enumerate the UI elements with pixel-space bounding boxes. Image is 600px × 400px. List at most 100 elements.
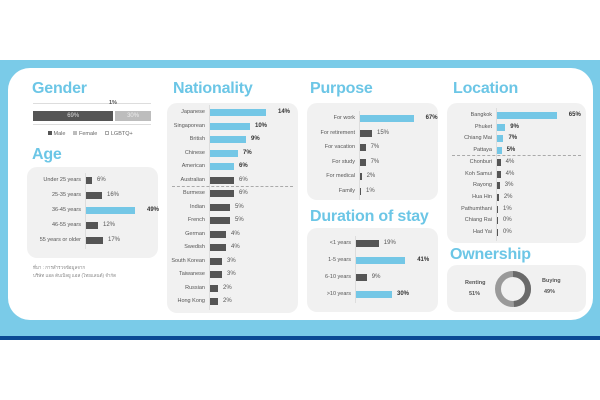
renting-value: 51% <box>469 291 481 297</box>
nationality-value: 3% <box>227 271 236 277</box>
duration-title: Duration of stay <box>310 208 429 225</box>
duration-panel: <1 years 19% 1-5 years 41% 6-10 years 9% >10 y… <box>307 228 438 312</box>
location-value: 4% <box>505 170 515 177</box>
legend-lgbtq: LGBTQ+ <box>105 131 133 137</box>
gender-title: Gender <box>32 80 87 97</box>
bottom-stripe <box>0 336 600 340</box>
nationality-title: Nationality <box>173 80 253 97</box>
nationality-label: Hong Kong <box>177 298 205 304</box>
separator-line <box>172 186 293 187</box>
nationality-row: Russian 2% <box>167 284 298 294</box>
nationality-value: 2% <box>223 284 232 291</box>
location-row: Hua Hin 2% <box>447 193 586 203</box>
location-bar <box>497 182 500 190</box>
location-bar <box>497 135 504 143</box>
nationality-row: Swedish 4% <box>167 243 298 253</box>
ownership-title: Ownership <box>450 246 531 263</box>
nationality-label: British <box>189 136 205 142</box>
location-value: 4% <box>505 158 515 165</box>
age-row: 25-35 years 16% <box>27 191 158 201</box>
axis-line <box>359 111 360 200</box>
duration-bar <box>356 257 406 264</box>
location-bar <box>497 217 498 225</box>
purpose-bar <box>360 158 366 166</box>
duration-row: 6-10 years 9% <box>307 273 438 283</box>
nationality-bar <box>210 217 230 224</box>
axis-line <box>355 236 356 303</box>
age-bar <box>86 237 103 244</box>
age-row: Under 25 years 6% <box>27 176 158 186</box>
duration-label: 6-10 years <box>325 274 351 280</box>
nationality-label: Australian <box>180 176 205 183</box>
source-line-2: บริษัท แอล ดับเบิลยู แอส (ไทยแลนด์) จำกั… <box>33 273 117 278</box>
purpose-value: 15% <box>377 129 390 136</box>
nationality-row: French 5% <box>167 216 298 226</box>
age-value: 17% <box>108 237 121 243</box>
purpose-bar <box>360 173 362 180</box>
nationality-label: Japanese <box>181 109 205 115</box>
age-row: 46-55 years 12% <box>27 221 158 231</box>
age-row: 36-45 years 49% <box>27 206 159 216</box>
duration-row: 1-5 years 41% <box>307 256 438 266</box>
location-bar <box>497 158 501 166</box>
location-row: Koh Samui 4% <box>447 170 586 180</box>
location-panel: Bangkok 65% Phuket 9% Chiang Mai 7% Pattaya 5% C… <box>447 103 586 243</box>
location-label: Koh Samui <box>465 170 492 177</box>
nationality-bar <box>210 122 250 130</box>
purpose-bar <box>360 129 372 137</box>
nationality-row: South Korean 3% <box>167 257 298 267</box>
purpose-bar <box>360 115 414 122</box>
purpose-row: Family 1% <box>307 187 438 197</box>
location-label: Chonburi <box>469 158 492 165</box>
source-line-1: ที่มา : การสำรวจข้อมูลจาก <box>33 265 86 270</box>
nationality-value: 3% <box>227 257 236 264</box>
nationality-value: 4% <box>231 230 240 237</box>
legend-female: Female <box>73 131 97 137</box>
age-label: 25-35 years <box>51 192 81 198</box>
location-label: Bangkok <box>470 112 492 118</box>
purpose-label: For study <box>332 158 355 165</box>
location-value: 2% <box>503 193 513 200</box>
nationality-row: Hong Kong 2% <box>167 297 298 307</box>
nationality-label: Chinese <box>184 149 205 156</box>
nationality-row: Taiwanese 3% <box>167 270 298 280</box>
purpose-label: Family <box>338 187 355 194</box>
location-row: Had Yai 0% <box>447 228 586 238</box>
nationality-bar <box>210 109 266 116</box>
duration-value: 41% <box>417 257 430 263</box>
purpose-value: 7% <box>370 144 380 150</box>
location-row: Phuket 9% <box>447 123 586 133</box>
renting-label: Renting <box>465 280 486 286</box>
nationality-value: 6% <box>239 163 248 169</box>
location-row: Chiang Mai 7% <box>447 134 586 144</box>
nationality-value: 5% <box>235 217 244 223</box>
location-value: 9% <box>510 123 519 130</box>
purpose-label: For medical <box>326 173 355 179</box>
buying-value: 49% <box>544 289 556 295</box>
age-panel: Under 25 years 6% 25-35 years 16% 36-45 year… <box>27 167 159 258</box>
purpose-panel: For work 67% For retirement 15% For vacation… <box>307 103 438 200</box>
legend-male: Male <box>48 131 65 137</box>
purpose-label: For vacation <box>324 144 355 150</box>
nationality-label: Singaporean <box>173 122 205 129</box>
axis-line <box>209 105 210 310</box>
duration-label: <1 years <box>329 240 351 246</box>
location-value: 7% <box>508 135 518 142</box>
location-row: Rayong 3% <box>447 181 586 191</box>
nationality-bar <box>210 176 234 184</box>
location-bar <box>497 147 502 155</box>
female-bar: 30% <box>115 111 151 121</box>
nationality-bar <box>210 230 226 238</box>
male-bar: 69% <box>33 111 114 121</box>
nationality-row: Chinese 7% <box>167 149 298 159</box>
purpose-row: For retirement 15% <box>307 129 438 139</box>
location-label: Chiang Rai <box>464 217 492 224</box>
nationality-value: 2% <box>223 298 232 304</box>
buying-label: Buying <box>542 278 561 284</box>
age-label: 46-55 years <box>51 222 81 228</box>
nationality-bar <box>210 149 238 157</box>
nationality-bar <box>210 244 226 251</box>
nationality-label: American <box>181 163 205 169</box>
purpose-row: For work 67% <box>307 114 438 124</box>
nationality-label: Burmese <box>182 190 205 196</box>
